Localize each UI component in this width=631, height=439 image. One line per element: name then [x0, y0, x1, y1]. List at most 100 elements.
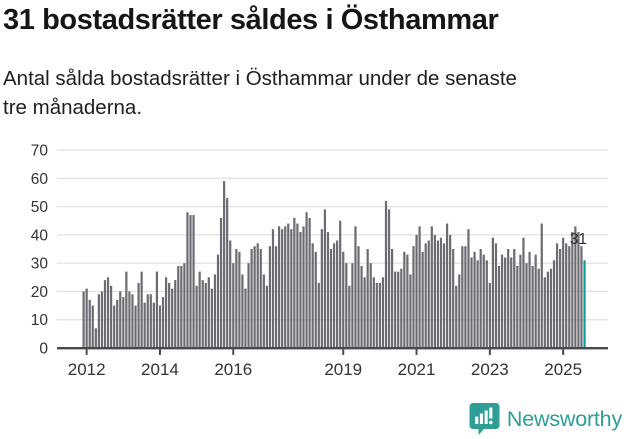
bar	[204, 282, 207, 348]
y-axis-tick-label: 20	[31, 284, 49, 301]
bar	[201, 280, 204, 348]
bar	[375, 282, 378, 348]
bar	[219, 217, 223, 348]
x-axis-line	[57, 347, 608, 350]
bar	[271, 229, 275, 348]
bar	[195, 285, 198, 348]
bar	[119, 291, 122, 348]
y-axis-tick-label: 60	[31, 171, 49, 188]
bar	[235, 249, 238, 348]
bar	[238, 251, 241, 348]
bar	[155, 271, 159, 348]
bar	[540, 223, 543, 348]
bar	[528, 251, 531, 348]
y-axis-tick-label: 50	[31, 199, 49, 216]
bar	[549, 268, 553, 348]
bar	[436, 240, 440, 348]
bar	[198, 271, 201, 348]
bar	[247, 263, 250, 348]
bar	[354, 226, 357, 348]
bar	[274, 246, 278, 348]
bar	[580, 246, 583, 348]
bar	[100, 291, 104, 348]
bar	[500, 254, 504, 348]
bar	[164, 277, 168, 348]
bar	[186, 212, 189, 348]
brand-name: Newsworthy	[506, 406, 622, 431]
bar	[192, 215, 195, 348]
bar	[342, 251, 345, 348]
bar	[284, 226, 287, 348]
bar	[467, 229, 470, 348]
bar	[91, 305, 94, 348]
bar	[241, 274, 244, 348]
bar	[94, 328, 97, 348]
bar-chart: 0 10 20 30 40 50 60 70 2012 2014 2016 2019 2021 2023 2…	[0, 140, 631, 390]
bar	[207, 277, 210, 348]
bar	[116, 299, 119, 348]
bar	[326, 232, 330, 348]
bar	[394, 271, 397, 348]
bar	[244, 288, 247, 348]
chart-subtitle-line1: Antal sålda bostadsrätter i Östhammar un…	[3, 67, 517, 90]
bar	[421, 251, 424, 348]
bar	[439, 237, 443, 348]
x-axis-tick-label: 2021	[398, 360, 436, 379]
bar	[464, 246, 467, 348]
bar	[400, 268, 403, 348]
y-axis-tick-label: 40	[31, 227, 49, 244]
bar	[412, 246, 415, 348]
bar	[216, 254, 220, 348]
x-axis-tick	[562, 349, 565, 355]
bar	[180, 265, 183, 348]
bar	[314, 251, 317, 348]
bar	[131, 294, 134, 348]
bar	[336, 240, 339, 348]
bar	[488, 282, 491, 348]
bar	[262, 274, 265, 348]
bar	[348, 285, 351, 348]
bar	[357, 246, 360, 348]
bar	[442, 243, 446, 348]
bar	[482, 254, 485, 348]
bar	[504, 257, 507, 348]
bar	[122, 297, 125, 348]
y-axis-tick-label: 10	[31, 312, 49, 329]
bar	[174, 280, 177, 348]
x-axis-tick-label: 2023	[471, 360, 509, 379]
bar	[433, 234, 436, 348]
bar	[525, 263, 528, 348]
highlighted-bar	[583, 260, 586, 348]
bar	[305, 212, 308, 348]
bar	[571, 232, 574, 348]
bar	[311, 243, 314, 348]
bar	[568, 246, 571, 348]
bar	[320, 229, 323, 348]
bar	[366, 249, 369, 348]
bar	[519, 254, 522, 348]
bar	[507, 249, 510, 348]
bar	[256, 243, 259, 348]
latest-value-annotation: 31	[570, 231, 587, 248]
bar	[409, 274, 412, 348]
chart-canvas: 0 10 20 30 40 50 60 70 2012 2014 2016 2019 2021 2023 2…	[31, 143, 608, 379]
bar	[534, 254, 537, 348]
chart-title: 31 bostadsrätter såldes i Östhammar	[3, 4, 499, 36]
y-axis-tick-label: 0	[39, 341, 48, 358]
bar	[559, 249, 562, 348]
bar	[183, 263, 186, 348]
bar	[82, 291, 85, 348]
bar	[109, 285, 113, 348]
bar	[158, 305, 162, 348]
bar	[265, 285, 268, 348]
bar	[458, 274, 461, 348]
bar	[363, 277, 366, 348]
bar	[161, 297, 165, 348]
bar	[339, 220, 342, 348]
bar	[445, 223, 449, 348]
bar	[387, 209, 391, 348]
x-axis-tick	[232, 349, 235, 355]
bar	[513, 249, 516, 348]
x-axis-tick-label: 2025	[544, 360, 582, 379]
y-axis-tick-label: 30	[31, 256, 49, 273]
